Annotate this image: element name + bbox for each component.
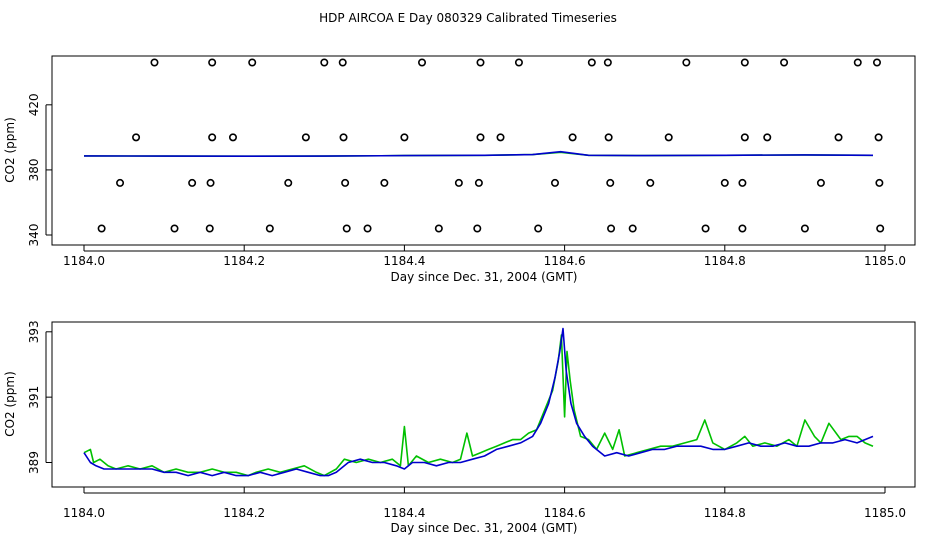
bottom-series-lines xyxy=(83,327,874,477)
data-point xyxy=(587,58,596,67)
top-plot-frame xyxy=(51,55,916,246)
top-points xyxy=(97,58,885,233)
chart-title: HDP AIRCOA E Day 080329 Calibrated Times… xyxy=(319,11,617,25)
x-tick-label: 1184.0 xyxy=(63,506,105,520)
data-point xyxy=(701,224,710,233)
x-tick-label: 1184.2 xyxy=(223,254,265,268)
data-point xyxy=(874,133,883,142)
data-point xyxy=(248,58,257,67)
x-tick-label: 1185.0 xyxy=(864,254,906,268)
data-point xyxy=(682,58,691,67)
data-point xyxy=(338,58,347,67)
data-point xyxy=(454,178,463,187)
data-point xyxy=(301,133,310,142)
data-point xyxy=(514,58,523,67)
bottom-plot-frame xyxy=(51,321,916,488)
x-tick-label: 1184.6 xyxy=(544,254,586,268)
data-point xyxy=(604,133,613,142)
data-point xyxy=(876,224,885,233)
x-tick-label: 1184.4 xyxy=(383,254,425,268)
top-x-axis-label: Day since Dec. 31, 2004 (GMT) xyxy=(391,270,578,284)
y-tick-label: 420 xyxy=(27,93,41,116)
data-point xyxy=(341,178,350,187)
x-tick-label: 1184.8 xyxy=(704,506,746,520)
data-point xyxy=(606,178,615,187)
data-point xyxy=(265,224,274,233)
data-point xyxy=(780,58,789,67)
data-point xyxy=(418,58,427,67)
data-point xyxy=(132,133,141,142)
data-point xyxy=(738,178,747,187)
y-tick-label: 389 xyxy=(27,451,41,474)
series-line-green xyxy=(83,334,874,477)
bottom-x-axis-label: Day since Dec. 31, 2004 (GMT) xyxy=(391,521,578,535)
data-point xyxy=(339,133,348,142)
x-tick-label: 1184.4 xyxy=(383,506,425,520)
data-point xyxy=(170,224,179,233)
top-y-axis: 340 380 420 xyxy=(27,93,52,246)
data-point xyxy=(400,133,409,142)
x-tick-label: 1184.2 xyxy=(223,506,265,520)
series-line-blue xyxy=(83,327,874,477)
data-point xyxy=(607,224,616,233)
data-point xyxy=(834,133,843,142)
data-point xyxy=(628,224,637,233)
data-point xyxy=(116,178,125,187)
data-point xyxy=(228,133,237,142)
data-point xyxy=(534,224,543,233)
x-tick-label: 1184.6 xyxy=(544,506,586,520)
data-point xyxy=(763,133,772,142)
data-point xyxy=(205,224,214,233)
data-point xyxy=(363,224,372,233)
data-point xyxy=(738,224,747,233)
bottom-x-axis: 1184.0 1184.2 1184.4 1184.6 1184.8 1185.0 xyxy=(63,487,906,520)
series-line-blue xyxy=(83,150,874,157)
y-tick-label: 391 xyxy=(27,386,41,409)
data-point xyxy=(208,58,217,67)
data-point xyxy=(875,178,884,187)
data-point xyxy=(568,133,577,142)
data-point xyxy=(872,58,881,67)
data-point xyxy=(800,224,809,233)
data-point xyxy=(97,224,106,233)
data-point xyxy=(740,58,749,67)
data-point xyxy=(150,58,159,67)
data-point xyxy=(342,224,351,233)
bottom-panel: 1184.0 1184.2 1184.4 1184.6 1184.8 1185.0 389… xyxy=(3,320,916,535)
data-point xyxy=(740,133,749,142)
bottom-y-axis-label: CO2 (ppm) xyxy=(3,371,17,437)
y-tick-label: 380 xyxy=(27,158,41,181)
x-tick-label: 1184.0 xyxy=(63,254,105,268)
data-point xyxy=(208,133,217,142)
data-point xyxy=(603,58,612,67)
data-point xyxy=(284,178,293,187)
data-point xyxy=(720,178,729,187)
x-tick-label: 1185.0 xyxy=(864,506,906,520)
top-x-axis: 1184.0 1184.2 1184.4 1184.6 1184.8 1185.0 xyxy=(63,245,906,268)
data-point xyxy=(496,133,505,142)
top-series-lines xyxy=(83,150,874,157)
data-point xyxy=(476,133,485,142)
bottom-y-axis: 389 391 393 xyxy=(27,320,52,474)
data-point xyxy=(550,178,559,187)
data-point xyxy=(646,178,655,187)
data-point xyxy=(476,58,485,67)
x-tick-label: 1184.8 xyxy=(704,254,746,268)
data-point xyxy=(434,224,443,233)
y-tick-label: 393 xyxy=(27,320,41,343)
data-point xyxy=(206,178,215,187)
data-point xyxy=(473,224,482,233)
y-tick-label: 340 xyxy=(27,224,41,247)
data-point xyxy=(320,58,329,67)
data-point xyxy=(474,178,483,187)
data-point xyxy=(664,133,673,142)
top-y-axis-label: CO2 (ppm) xyxy=(3,117,17,183)
data-point xyxy=(188,178,197,187)
data-point xyxy=(380,178,389,187)
data-point xyxy=(853,58,862,67)
data-point xyxy=(816,178,825,187)
top-panel: 1184.0 1184.2 1184.4 1184.6 1184.8 1185.0 340… xyxy=(3,55,916,284)
